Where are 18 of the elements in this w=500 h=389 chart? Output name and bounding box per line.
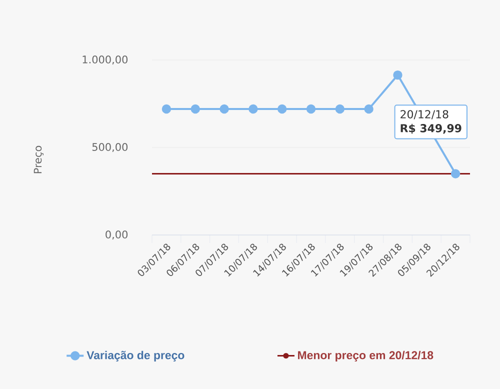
y-axis-title: Preço — [34, 146, 44, 174]
point — [364, 104, 374, 114]
point — [248, 104, 258, 114]
legend-label: Menor preço em 20/12/18 — [298, 350, 434, 362]
point — [190, 104, 200, 114]
y-tick-label: 0,00 — [106, 230, 128, 240]
annotation: R$ 349,99 — [400, 124, 462, 134]
y-tick-label: 1.000,00 — [82, 56, 128, 64]
point — [277, 104, 287, 114]
point — [335, 104, 345, 114]
annotation: 20/12/18 — [400, 110, 448, 120]
y-tick-label: 500,00 — [92, 143, 128, 152]
point — [393, 70, 402, 80]
point — [220, 104, 229, 114]
legend-label: Variação de preço — [86, 350, 184, 362]
point — [450, 169, 460, 178]
point — [162, 104, 172, 114]
point — [306, 104, 316, 114]
